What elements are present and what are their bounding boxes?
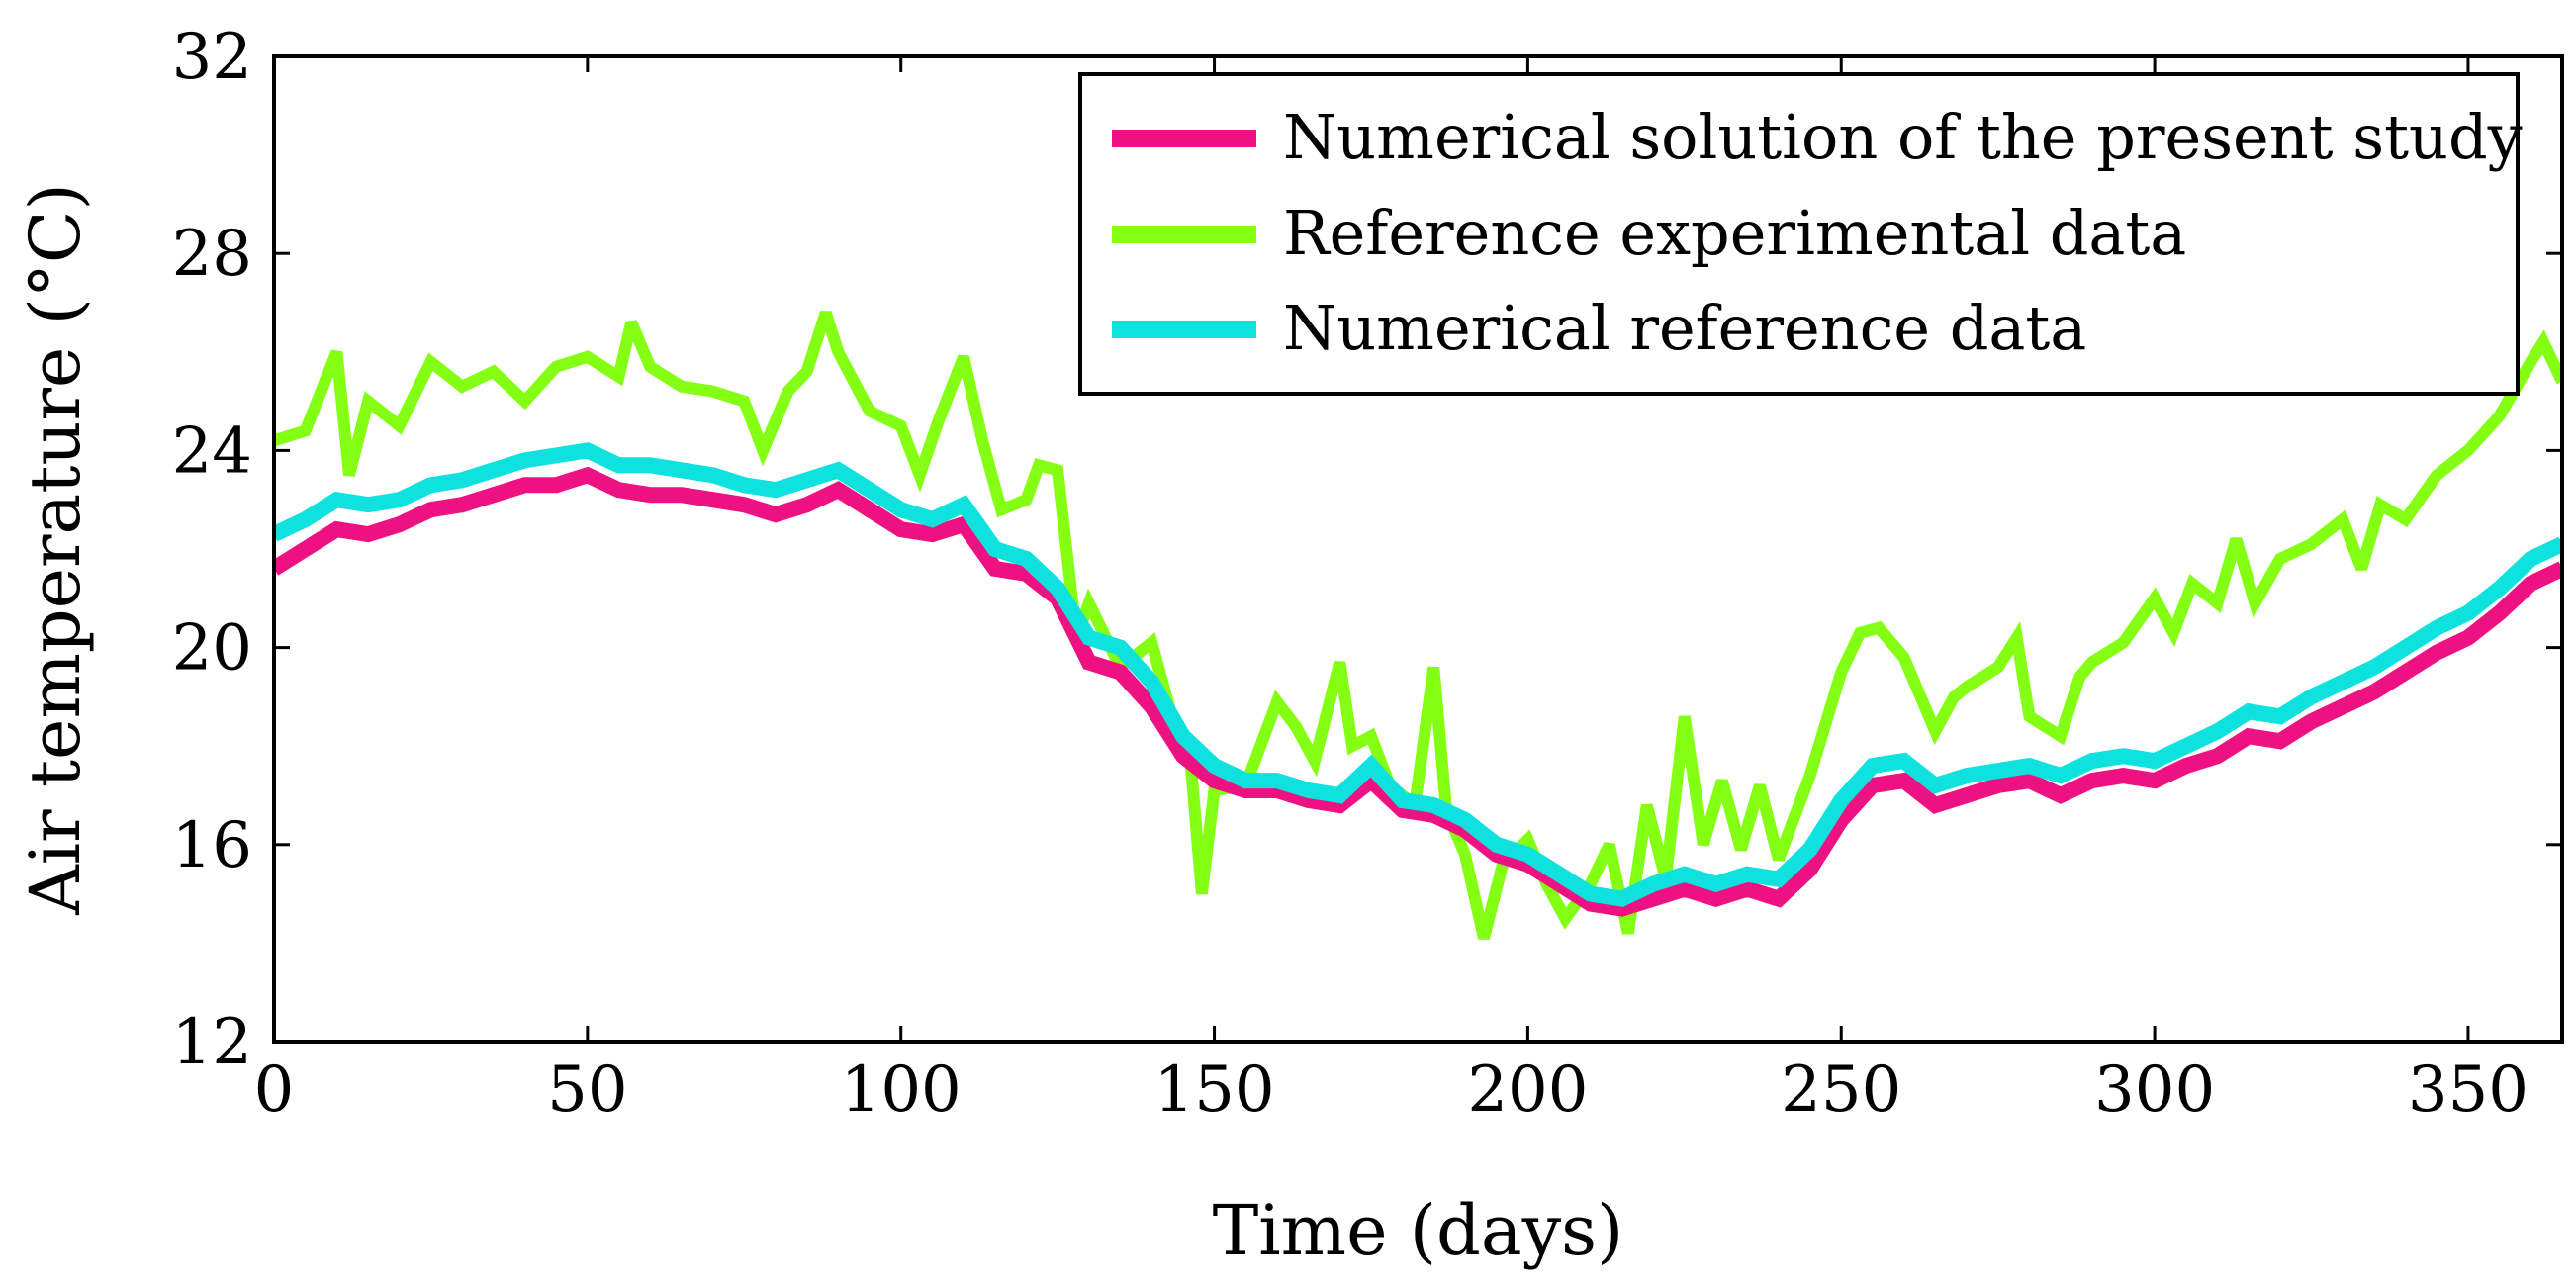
legend-box xyxy=(1078,72,2520,396)
y-tick-label: 20 xyxy=(172,612,252,686)
x-tick-label: 100 xyxy=(841,1054,962,1127)
y-tick-label: 16 xyxy=(172,809,252,882)
x-tick-label: 150 xyxy=(1153,1054,1274,1127)
x-tick-label: 350 xyxy=(2408,1054,2529,1127)
series-line-numerical-solution-of-the-present-study xyxy=(274,466,2562,917)
x-tick-label: 200 xyxy=(1467,1054,1588,1127)
series-line-reference-experimental-data xyxy=(274,311,2562,940)
legend: Numerical solution of the present study R… xyxy=(1078,72,2523,396)
y-tick-label: 24 xyxy=(172,414,252,488)
x-tick-label: 0 xyxy=(254,1054,295,1127)
y-tick-label: 32 xyxy=(172,21,252,94)
x-axis-title: Time (days) xyxy=(1213,1190,1624,1271)
y-tick-label: 28 xyxy=(172,218,252,291)
series-line-numerical-reference-data xyxy=(274,442,2562,907)
x-tick-label: 300 xyxy=(2094,1054,2215,1127)
y-axis-title: Air temperature (°C) xyxy=(15,183,96,916)
x-tick-label: 250 xyxy=(1781,1054,1901,1127)
ticks-layer: 0 50 100 150 200 250 300 350 12 16 20 24 28 32 xyxy=(172,21,2562,1127)
legend-label-reference-experimental-data: Reference experimental data xyxy=(1283,197,2186,269)
legend-label-numerical-solution-of-the-present-study: Numerical solution of the present study xyxy=(1283,101,2523,173)
series-layer xyxy=(274,311,2562,940)
y-tick-label: 12 xyxy=(172,1006,252,1079)
x-tick-label: 50 xyxy=(547,1054,627,1127)
legend-label-numerical-reference-data: Numerical reference data xyxy=(1283,292,2086,364)
plot-frame xyxy=(272,54,2564,1044)
